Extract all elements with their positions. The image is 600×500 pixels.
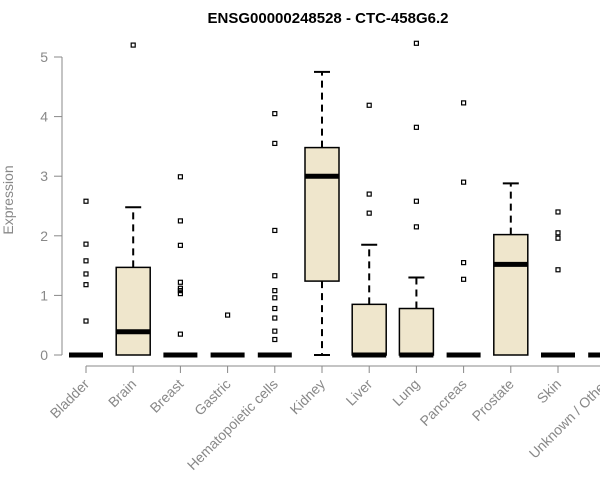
box-breast [163, 174, 198, 358]
box-iqr [398, 307, 435, 356]
outlier-point [272, 336, 278, 343]
x-tick-label: Gastric [191, 376, 234, 419]
x-tick-label: Liver [343, 376, 376, 409]
outlier-point [177, 242, 183, 248]
outlier-point [555, 230, 561, 236]
outlier-point [555, 235, 561, 241]
x-tick-label: Unknown / Other [526, 376, 600, 462]
outlier-point [366, 191, 372, 197]
outlier-point [413, 224, 419, 230]
outlier-point [413, 198, 419, 204]
y-tick-label: 1 [40, 287, 48, 303]
y-axis: 0 1 2 3 4 5 [40, 49, 63, 363]
outlier-point [83, 258, 89, 264]
x-tick-label: Bladder [47, 376, 93, 422]
outlier-point [555, 267, 561, 273]
outlier-point [272, 328, 278, 334]
outlier-point [130, 42, 136, 48]
outlier-point [272, 305, 278, 312]
y-axis-label: Expression [0, 165, 16, 234]
x-tick-label: Prostate [469, 376, 517, 424]
outlier-point [413, 40, 419, 46]
chart-title: ENSG00000248528 - CTC-458G6.2 [208, 10, 449, 27]
box-kidney [304, 70, 340, 356]
outlier-point [177, 174, 183, 180]
outlier-point [272, 273, 278, 279]
box-liver [351, 102, 387, 358]
outlier-point [461, 276, 467, 282]
outlier-point [272, 140, 278, 147]
outlier-point [225, 312, 231, 318]
x-tick-label: Skin [534, 376, 565, 407]
box-iqr [493, 233, 529, 356]
outlier-point [83, 318, 89, 324]
box-iqr [115, 266, 151, 356]
outlier-point [177, 285, 183, 291]
outlier-point [83, 241, 89, 247]
outlier-point [177, 291, 183, 297]
box-iqr [351, 303, 387, 356]
box-gastric [210, 312, 245, 358]
outlier-point [83, 271, 89, 277]
y-tick-label: 0 [40, 347, 48, 363]
outlier-point [461, 260, 467, 266]
box-skin [541, 209, 575, 358]
y-tick-label: 5 [40, 49, 48, 65]
outlier-point [366, 102, 372, 108]
box-unknown-other [588, 352, 600, 358]
y-tick-label: 2 [40, 228, 48, 244]
outlier-point [177, 279, 183, 285]
y-tick-label: 4 [40, 109, 48, 125]
x-tick-label: Brain [105, 376, 139, 410]
box-hematopoietic-cells [257, 111, 292, 358]
outlier-point [272, 315, 278, 321]
boxes-layer [69, 40, 600, 358]
outlier-point [83, 198, 89, 204]
outlier-point [366, 210, 372, 216]
outlier-point [177, 218, 183, 224]
x-tick-label: Breast [147, 376, 187, 416]
x-tick-label: Hematopoietic cells [184, 376, 281, 473]
outlier-point [272, 111, 278, 117]
x-tick-label: Pancreas [417, 376, 470, 429]
box-bladder [69, 198, 103, 358]
box-pancreas [446, 100, 481, 358]
outlier-point [461, 179, 467, 185]
box-lung [398, 40, 435, 358]
box-iqr [304, 146, 340, 282]
outlier-point [461, 100, 467, 106]
x-tick-label: Kidney [287, 376, 329, 418]
outlier-point [177, 331, 183, 337]
box-brain [115, 42, 151, 356]
outlier-point [555, 209, 561, 215]
outlier-point [272, 227, 278, 234]
x-tick-label: Lung [389, 376, 422, 409]
outlier-point [272, 288, 278, 294]
outlier-point [272, 295, 278, 301]
outlier-point [83, 282, 89, 288]
outlier-point [413, 124, 419, 130]
y-tick-label: 3 [40, 168, 48, 184]
box-prostate [493, 182, 529, 356]
